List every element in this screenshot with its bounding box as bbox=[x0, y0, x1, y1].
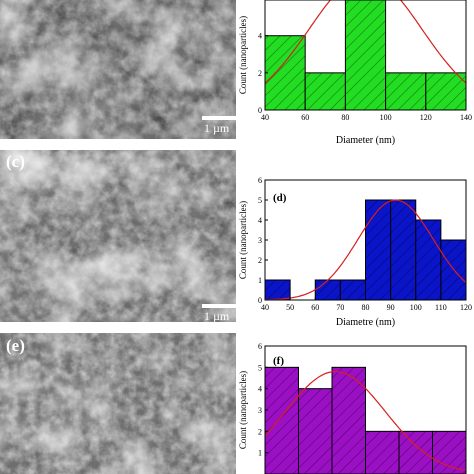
ytick-label-f-2: 3 bbox=[258, 406, 262, 415]
panel-label-d: (d) bbox=[273, 192, 287, 204]
ytick-label-b-2: 4 bbox=[258, 32, 262, 41]
ytick-label-d-1: 1 bbox=[258, 276, 262, 285]
ytick-label-d-4: 4 bbox=[258, 216, 262, 225]
bar-d-0 bbox=[265, 279, 291, 300]
bar-d-2 bbox=[314, 279, 341, 300]
xtick-label-b-3: 100 bbox=[380, 113, 392, 122]
sem-texture-c bbox=[0, 150, 236, 322]
bar-f-4 bbox=[398, 430, 433, 474]
xtick-label-d-6: 100 bbox=[410, 303, 422, 312]
sem-texture-e bbox=[0, 333, 236, 474]
xtick-label-d-1: 50 bbox=[286, 303, 294, 312]
ylabel-d: Count (nanoparticles) bbox=[238, 201, 248, 279]
sem-image-e bbox=[0, 333, 236, 474]
ytick-label-f-3: 4 bbox=[258, 385, 262, 394]
scale-bar-c bbox=[202, 304, 236, 308]
xtick-label-b-4: 120 bbox=[420, 113, 432, 122]
bar-b-2 bbox=[344, 0, 387, 110]
xtick-label-d-4: 80 bbox=[362, 303, 370, 312]
xtick-label-b-2: 80 bbox=[341, 113, 349, 122]
ytick-label-b-1: 2 bbox=[258, 69, 262, 78]
sem-texture-b bbox=[0, 0, 236, 139]
bar-d-4 bbox=[365, 199, 392, 300]
fit-curve-b bbox=[265, 0, 466, 84]
bar-f-3 bbox=[365, 430, 400, 474]
xlabel-d: Diametre (nm) bbox=[336, 317, 395, 328]
histogram-f: 1 2 3 4 5 6 Count (nanoparticles) (f) bbox=[238, 342, 467, 474]
panel-label-c: (c) bbox=[6, 152, 25, 171]
histogram-d: 40 50 60 70 80 90 100 110 120 0 1 2 3 4 5 6 Diametre (nm… bbox=[238, 176, 472, 328]
ylabel-b: Count (nanoparticles) bbox=[238, 16, 248, 94]
bar-f-1 bbox=[298, 388, 333, 474]
bar-d-3 bbox=[339, 279, 366, 300]
bar-f-5 bbox=[432, 430, 466, 474]
xtick-label-d-7: 110 bbox=[435, 303, 447, 312]
fit-curve-f bbox=[265, 370, 466, 472]
xtick-label-d-5: 90 bbox=[387, 303, 395, 312]
xtick-label-d-0: 40 bbox=[261, 303, 269, 312]
panel-label-f: (f) bbox=[273, 355, 284, 367]
scale-label-b: 1 µm bbox=[204, 121, 230, 135]
bar-b-0 bbox=[265, 35, 306, 110]
axes-frame-b bbox=[264, 0, 467, 111]
sem-image-b bbox=[0, 0, 236, 139]
bar-d-5 bbox=[390, 199, 417, 300]
ylabel-f: Count (nanoparticles) bbox=[238, 371, 248, 449]
ytick-label-b-0: 0 bbox=[258, 106, 262, 115]
ytick-label-d-3: 3 bbox=[258, 236, 262, 245]
xtick-label-b-5: 140 bbox=[460, 113, 472, 122]
ytick-label-f-1: 2 bbox=[258, 427, 262, 436]
panel-label-e: (e) bbox=[6, 336, 25, 355]
xtick-label-d-3: 70 bbox=[336, 303, 344, 312]
bar-b-1 bbox=[304, 72, 346, 110]
bar-b-3 bbox=[385, 72, 427, 110]
ytick-label-f-5: 6 bbox=[258, 342, 262, 351]
ytick-label-d-0: 0 bbox=[258, 296, 262, 305]
xtick-label-d-2: 60 bbox=[311, 303, 319, 312]
bar-b-4 bbox=[425, 72, 466, 110]
bar-d-6 bbox=[415, 219, 442, 300]
xlabel-b: Diameter (nm) bbox=[336, 135, 395, 146]
fit-curve-d bbox=[265, 199, 466, 300]
ytick-label-f-4: 5 bbox=[258, 363, 262, 372]
histogram-b: 40 60 80 100 120 140 0 2 4 Diameter (nm) Count (na… bbox=[238, 0, 472, 146]
ytick-label-d-2: 2 bbox=[258, 256, 262, 265]
scale-label-c: 1 µm bbox=[204, 309, 230, 323]
xtick-label-b-0: 40 bbox=[261, 113, 269, 122]
sem-image-c bbox=[0, 150, 236, 322]
xtick-label-b-1: 60 bbox=[301, 113, 309, 122]
ytick-label-d-6: 6 bbox=[258, 176, 262, 185]
bar-f-0 bbox=[265, 366, 299, 474]
xtick-label-d-8: 120 bbox=[460, 303, 472, 312]
ytick-label-d-5: 5 bbox=[258, 196, 262, 205]
scale-bar-b bbox=[202, 116, 236, 120]
ytick-label-f-0: 1 bbox=[258, 449, 262, 458]
